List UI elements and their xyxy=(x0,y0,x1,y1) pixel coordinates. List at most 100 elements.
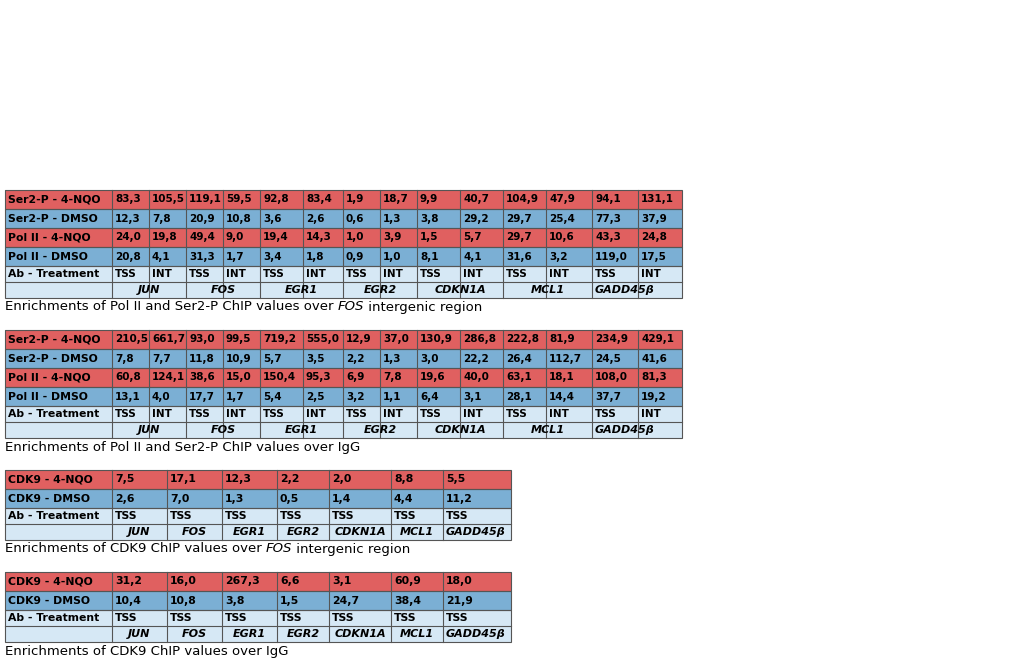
Text: TSS: TSS xyxy=(332,613,354,623)
Text: 10,4: 10,4 xyxy=(115,596,142,606)
Text: 43,3: 43,3 xyxy=(595,232,621,242)
Text: FOS: FOS xyxy=(211,285,236,295)
Bar xyxy=(5,190,682,209)
Text: 29,7: 29,7 xyxy=(506,232,531,242)
Text: Ser2-P - DMSO: Ser2-P - DMSO xyxy=(8,353,97,363)
Bar xyxy=(5,591,511,610)
Text: INT: INT xyxy=(463,409,483,419)
Bar xyxy=(5,266,682,298)
Text: 108,0: 108,0 xyxy=(595,373,628,382)
Bar xyxy=(5,406,682,438)
Text: 1,0: 1,0 xyxy=(383,252,401,262)
Text: TSS: TSS xyxy=(595,269,616,279)
Text: TSS: TSS xyxy=(225,511,248,521)
Text: INT: INT xyxy=(226,269,246,279)
Bar xyxy=(5,591,511,610)
Text: 5,7: 5,7 xyxy=(463,232,481,242)
Text: 104,9: 104,9 xyxy=(506,195,539,205)
Text: 18,1: 18,1 xyxy=(549,373,574,382)
Text: 3,4: 3,4 xyxy=(263,252,282,262)
Text: 17,5: 17,5 xyxy=(641,252,667,262)
Text: FOS: FOS xyxy=(211,425,236,435)
Text: 83,3: 83,3 xyxy=(115,195,140,205)
Text: CDK9 - 4-NQO: CDK9 - 4-NQO xyxy=(8,576,93,586)
Text: 31,6: 31,6 xyxy=(506,252,531,262)
Text: 95,3: 95,3 xyxy=(306,373,332,382)
Text: EGR1: EGR1 xyxy=(232,527,266,537)
Text: 8,1: 8,1 xyxy=(420,252,438,262)
Bar xyxy=(5,387,682,406)
Text: 4,1: 4,1 xyxy=(463,252,481,262)
Text: 21,9: 21,9 xyxy=(446,596,473,606)
Text: Ser2-P - 4-NQO: Ser2-P - 4-NQO xyxy=(8,335,100,345)
Text: 7,7: 7,7 xyxy=(152,353,171,363)
Text: Enrichments of Pol II and Ser2-P ChIP values over: Enrichments of Pol II and Ser2-P ChIP va… xyxy=(5,301,338,313)
Text: Ab - Treatment: Ab - Treatment xyxy=(8,269,99,279)
Text: 3,2: 3,2 xyxy=(549,252,567,262)
Text: EGR2: EGR2 xyxy=(364,285,396,295)
Text: 31,3: 31,3 xyxy=(189,252,215,262)
Text: 15,0: 15,0 xyxy=(226,373,252,382)
Text: 25,4: 25,4 xyxy=(549,214,574,224)
Text: 4,4: 4,4 xyxy=(394,493,414,503)
Text: INT: INT xyxy=(549,409,569,419)
Text: JUN: JUN xyxy=(128,527,151,537)
Text: Ser2-P - 4-NQO: Ser2-P - 4-NQO xyxy=(8,195,100,205)
Text: GADD45β: GADD45β xyxy=(446,527,506,537)
Text: 267,3: 267,3 xyxy=(225,576,260,586)
Text: 124,1: 124,1 xyxy=(152,373,185,382)
Text: 1,3: 1,3 xyxy=(383,214,401,224)
Text: 1,8: 1,8 xyxy=(306,252,325,262)
Bar xyxy=(5,572,511,591)
Text: MCL1: MCL1 xyxy=(400,629,434,639)
Text: 47,9: 47,9 xyxy=(549,195,574,205)
Text: GADD45β: GADD45β xyxy=(446,629,506,639)
Text: 19,8: 19,8 xyxy=(152,232,177,242)
Text: 12,9: 12,9 xyxy=(346,335,372,345)
Text: CDKN1A: CDKN1A xyxy=(334,527,386,537)
Text: 0,9: 0,9 xyxy=(346,252,365,262)
Text: JUN: JUN xyxy=(128,629,151,639)
Bar xyxy=(5,610,511,642)
Text: 1,5: 1,5 xyxy=(280,596,299,606)
Text: TSS: TSS xyxy=(263,269,285,279)
Text: 5,4: 5,4 xyxy=(263,392,282,402)
Bar xyxy=(5,489,511,508)
Text: 7,0: 7,0 xyxy=(170,493,189,503)
Text: 719,2: 719,2 xyxy=(263,335,296,345)
Text: 63,1: 63,1 xyxy=(506,373,531,382)
Text: Pol II - DMSO: Pol II - DMSO xyxy=(8,392,88,402)
Text: INT: INT xyxy=(226,409,246,419)
Text: FOS: FOS xyxy=(182,527,207,537)
Text: CDK9 - DMSO: CDK9 - DMSO xyxy=(8,596,90,606)
Text: 3,8: 3,8 xyxy=(420,214,438,224)
Text: Ser2-P - DMSO: Ser2-P - DMSO xyxy=(8,214,97,224)
Bar xyxy=(5,508,511,540)
Text: TSS: TSS xyxy=(280,511,302,521)
Text: FOS: FOS xyxy=(182,629,207,639)
Text: TSS: TSS xyxy=(170,511,193,521)
Text: 40,0: 40,0 xyxy=(463,373,488,382)
Text: 29,2: 29,2 xyxy=(463,214,488,224)
Text: EGR2: EGR2 xyxy=(287,527,319,537)
Text: TSS: TSS xyxy=(506,269,527,279)
Text: 1,7: 1,7 xyxy=(226,252,245,262)
Text: 28,1: 28,1 xyxy=(506,392,531,402)
Text: 40,7: 40,7 xyxy=(463,195,489,205)
Text: 10,8: 10,8 xyxy=(226,214,252,224)
Text: TSS: TSS xyxy=(170,613,193,623)
Text: 130,9: 130,9 xyxy=(420,335,453,345)
Bar xyxy=(5,470,511,489)
Text: TSS: TSS xyxy=(394,613,417,623)
Text: JUN: JUN xyxy=(138,425,160,435)
Text: 661,7: 661,7 xyxy=(152,335,185,345)
Text: 99,5: 99,5 xyxy=(226,335,252,345)
Text: INT: INT xyxy=(641,409,660,419)
Text: GADD45β: GADD45β xyxy=(595,425,654,435)
Text: 234,9: 234,9 xyxy=(595,335,628,345)
Text: Ab - Treatment: Ab - Treatment xyxy=(8,409,99,419)
Text: 19,2: 19,2 xyxy=(641,392,667,402)
Text: 1,3: 1,3 xyxy=(383,353,401,363)
Text: 18,0: 18,0 xyxy=(446,576,473,586)
Text: TSS: TSS xyxy=(346,409,368,419)
